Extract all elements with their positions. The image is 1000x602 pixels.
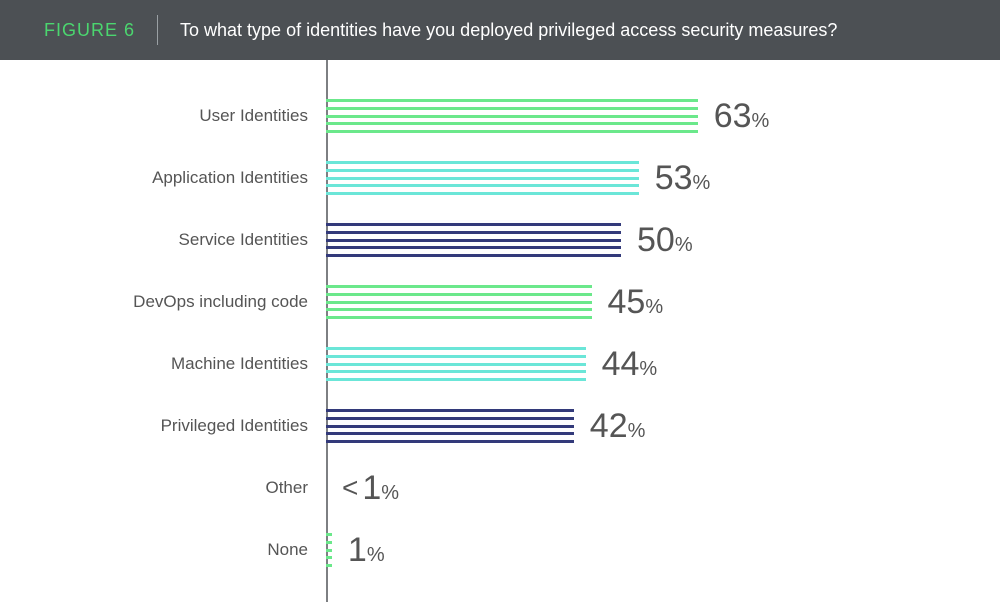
bar-value-number: 42	[590, 407, 628, 445]
percent-sign: %	[367, 544, 385, 566]
chart-row: User Identities 63%	[40, 88, 960, 144]
chart-row: Other<1%	[40, 460, 960, 516]
y-axis	[326, 60, 328, 602]
bar-cell: 45%	[326, 283, 960, 322]
bar-stripe	[326, 417, 574, 420]
bar-stripe	[326, 122, 698, 125]
bar-value-number: 1	[348, 531, 367, 569]
percent-sign: %	[381, 482, 399, 504]
bar-value: <1%	[326, 469, 399, 508]
percent-sign: %	[628, 420, 646, 442]
bar-stripe	[326, 293, 592, 296]
bar-stripe	[326, 285, 592, 288]
bar-stripe	[326, 107, 698, 110]
bar-label: Service Identities	[40, 230, 326, 250]
bar-label: Privileged Identities	[40, 416, 326, 436]
bar-stripe	[326, 115, 698, 118]
bar-stripe	[326, 378, 586, 381]
bar-cell: 44%	[326, 345, 960, 384]
bar-stripe	[326, 316, 592, 319]
bar-value: 1%	[332, 531, 385, 570]
less-than-sign: <	[342, 472, 362, 503]
bar-stripe	[326, 347, 586, 350]
bar-stripe	[326, 409, 574, 412]
bar-label: None	[40, 540, 326, 560]
bar-stripe	[326, 246, 621, 249]
bar-stripe	[326, 177, 639, 180]
bar-value-number: 63	[714, 97, 752, 135]
bar-cell: 1%	[326, 531, 960, 570]
bar-stripe	[326, 161, 639, 164]
chart-row: DevOps including code 45%	[40, 274, 960, 330]
bar-value-number: 53	[655, 159, 693, 197]
bar-stripe	[326, 363, 586, 366]
bar-value: 45%	[592, 283, 664, 322]
bar	[326, 285, 592, 319]
chart-row: Machine Identities 44%	[40, 336, 960, 392]
bar	[326, 409, 574, 443]
bar-cell: 53%	[326, 159, 960, 198]
bar-stripe	[326, 425, 574, 428]
bar-stripe	[326, 192, 639, 195]
bar	[326, 347, 586, 381]
bar-stripe	[326, 130, 698, 133]
bar-cell: 50%	[326, 221, 960, 260]
bar-stripe	[326, 432, 574, 435]
chart-row: Application Identities 53%	[40, 150, 960, 206]
percent-sign: %	[693, 172, 711, 194]
bar-stripe	[326, 308, 592, 311]
chart-row: Service Identities 50%	[40, 212, 960, 268]
figure-header: FIGURE 6 To what type of identities have…	[0, 0, 1000, 60]
bar-cell: 42%	[326, 407, 960, 446]
bar-stripe	[326, 231, 621, 234]
bar-stripe	[326, 239, 621, 242]
bar-label: Application Identities	[40, 168, 326, 188]
bar-label: Other	[40, 478, 326, 498]
chart-row: Privileged Identities 42%	[40, 398, 960, 454]
bar-label: User Identities	[40, 106, 326, 126]
bar-value: 44%	[586, 345, 658, 384]
bar-stripe	[326, 301, 592, 304]
bar-value-number: 44	[602, 345, 640, 383]
bar-value-number: 50	[637, 221, 675, 259]
bar-chart: User Identities63%Application Identities…	[0, 60, 1000, 602]
bar-stripe	[326, 223, 621, 226]
bar-value: 53%	[639, 159, 711, 198]
bar-value: 50%	[621, 221, 693, 260]
bar-label: DevOps including code	[40, 292, 326, 312]
bar-value-number: 1	[362, 469, 381, 507]
bar	[326, 223, 621, 257]
bar-value: 42%	[574, 407, 646, 446]
bar-stripe	[326, 355, 586, 358]
percent-sign: %	[675, 234, 693, 256]
bar	[326, 161, 639, 195]
bar-cell: 63%	[326, 97, 960, 136]
header-divider	[157, 15, 158, 45]
figure-label: FIGURE 6	[44, 20, 157, 41]
chart-row: None 1%	[40, 522, 960, 578]
bar-stripe	[326, 254, 621, 257]
percent-sign: %	[639, 358, 657, 380]
bar-value-number: 45	[608, 283, 646, 321]
bar-label: Machine Identities	[40, 354, 326, 374]
bar-stripe	[326, 184, 639, 187]
percent-sign: %	[752, 110, 770, 132]
bar-cell: <1%	[326, 469, 960, 508]
bar-stripe	[326, 370, 586, 373]
figure-question: To what type of identities have you depl…	[180, 20, 837, 41]
bar-stripe	[326, 440, 574, 443]
bar	[326, 99, 698, 133]
bar-stripe	[326, 169, 639, 172]
bar-stripe	[326, 99, 698, 102]
percent-sign: %	[645, 296, 663, 318]
bar-value: 63%	[698, 97, 770, 136]
